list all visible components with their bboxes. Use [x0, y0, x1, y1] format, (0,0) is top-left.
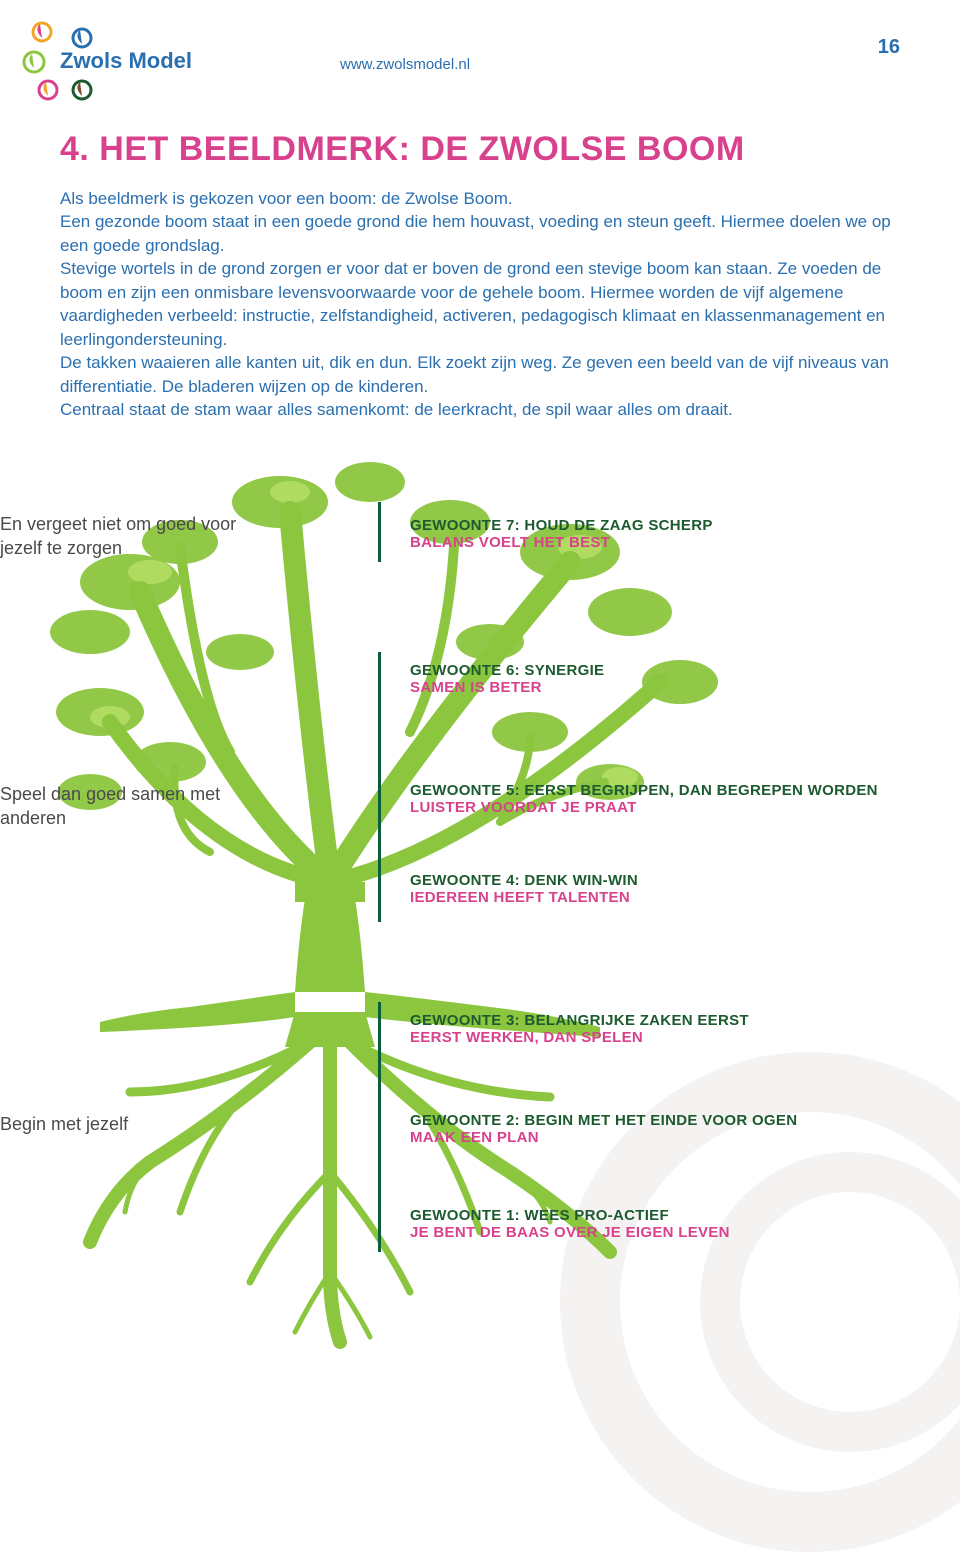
section-label-mid: Speel dan goed samen met anderen — [0, 782, 260, 831]
habit-6: GEWOONTE 6: SYNERGIE SAMEN IS BETER — [410, 662, 604, 696]
habit-subtitle: BALANS VOELT HET BEST — [410, 534, 713, 551]
separator-line — [378, 652, 381, 922]
tree-infographic: En vergeet niet om goed voor jezelf te z… — [60, 452, 900, 1352]
habit-5: GEWOONTE 5: EERST BEGRIJPEN, DAN BEGREPE… — [410, 782, 878, 816]
separator-line — [378, 502, 381, 562]
habit-title: GEWOONTE 7: HOUD DE ZAAG SCHERP — [410, 517, 713, 534]
habit-title: GEWOONTE 1: WEES PRO-ACTIEF — [410, 1207, 730, 1224]
habit-subtitle: EERST WERKEN, DAN SPELEN — [410, 1029, 749, 1046]
body-paragraph: Als beeldmerk is gekozen voor een boom: … — [60, 187, 900, 422]
habit-title: GEWOONTE 3: BELANGRIJKE ZAKEN EERST — [410, 1012, 749, 1029]
habit-title: GEWOONTE 5: EERST BEGRIJPEN, DAN BEGREPE… — [410, 782, 878, 799]
habit-2: GEWOONTE 2: BEGIN MET HET EINDE VOOR OGE… — [410, 1112, 797, 1146]
habit-subtitle: LUISTER VOORDAT JE PRAAT — [410, 799, 878, 816]
habit-4: GEWOONTE 4: DENK WIN-WIN IEDEREEN HEEFT … — [410, 872, 638, 906]
habit-7: GEWOONTE 7: HOUD DE ZAAG SCHERP BALANS V… — [410, 517, 713, 551]
habit-subtitle: MAAK EEN PLAN — [410, 1129, 797, 1146]
habit-1: GEWOONTE 1: WEES PRO-ACTIEF JE BENT DE B… — [410, 1207, 730, 1241]
logo: Zwols Model — [20, 20, 220, 110]
habit-title: GEWOONTE 2: BEGIN MET HET EINDE VOOR OGE… — [410, 1112, 797, 1129]
habit-subtitle: SAMEN IS BETER — [410, 679, 604, 696]
habit-3: GEWOONTE 3: BELANGRIJKE ZAKEN EERST EERS… — [410, 1012, 749, 1046]
page-number: 16 — [878, 36, 900, 59]
separator-line — [378, 1002, 381, 1252]
main-content: 4. HET BEELDMERK: DE ZWOLSE BOOM Als bee… — [0, 110, 960, 1352]
page-title: 4. HET BEELDMERK: DE ZWOLSE BOOM — [60, 130, 900, 169]
logo-text: Zwols Model — [60, 48, 192, 74]
section-label-top: En vergeet niet om goed voor jezelf te z… — [0, 512, 260, 561]
page-header: Zwols Model www.zwolsmodel.nl 16 — [0, 0, 960, 110]
habit-subtitle: IEDEREEN HEEFT TALENTEN — [410, 889, 638, 906]
habit-title: GEWOONTE 6: SYNERGIE — [410, 662, 604, 679]
habit-title: GEWOONTE 4: DENK WIN-WIN — [410, 872, 638, 889]
header-url: www.zwolsmodel.nl — [340, 56, 470, 73]
section-label-bot: Begin met jezelf — [0, 1112, 128, 1136]
habit-subtitle: JE BENT DE BAAS OVER JE EIGEN LEVEN — [410, 1224, 730, 1241]
background-arc-inner — [700, 1152, 960, 1452]
